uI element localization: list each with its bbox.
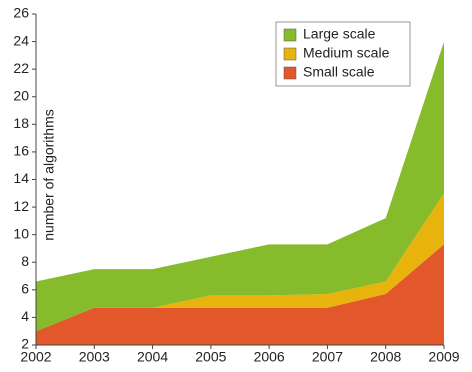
- x-tick-label: 2009: [428, 349, 459, 365]
- y-tick-label: 14: [13, 170, 29, 186]
- legend-swatch: [283, 28, 297, 42]
- x-tick-label: 2004: [137, 349, 168, 365]
- y-axis-label: number of algorithms: [41, 109, 57, 241]
- y-tick-label: 24: [13, 32, 29, 48]
- area: [36, 193, 444, 332]
- legend: Large scale Medium scale Small scale: [275, 21, 411, 87]
- legend-swatch: [283, 47, 297, 61]
- y-tick-label: 2: [21, 336, 29, 352]
- x-tick-label: 2006: [254, 349, 285, 365]
- x-tick-label: 2003: [79, 349, 110, 365]
- y-tick-label: 10: [13, 225, 29, 241]
- area: [36, 41, 444, 332]
- x-tick-label: 2007: [312, 349, 343, 365]
- area: [36, 244, 444, 345]
- y-tick-label: 22: [13, 60, 29, 76]
- y-tick-label: 26: [13, 5, 29, 21]
- y-tick-label: 18: [13, 115, 29, 131]
- x-tick-label: 2008: [370, 349, 401, 365]
- x-tick-label: 2005: [195, 349, 226, 365]
- y-tick-label: 20: [13, 87, 29, 103]
- y-tick-label: 12: [13, 198, 29, 214]
- legend-box: [275, 21, 411, 87]
- y-tick-label: 16: [13, 143, 29, 159]
- legend-label: Large scale: [303, 26, 376, 42]
- y-tick-label: 8: [21, 253, 29, 269]
- legend-label: Small scale: [303, 64, 375, 80]
- legend-label: Medium scale: [303, 45, 390, 61]
- y-tick-label: 4: [21, 308, 29, 324]
- legend-swatch: [283, 66, 297, 80]
- areas: [36, 41, 444, 345]
- x-tick-label: 2002: [20, 349, 51, 365]
- y-tick-label: 6: [21, 281, 29, 297]
